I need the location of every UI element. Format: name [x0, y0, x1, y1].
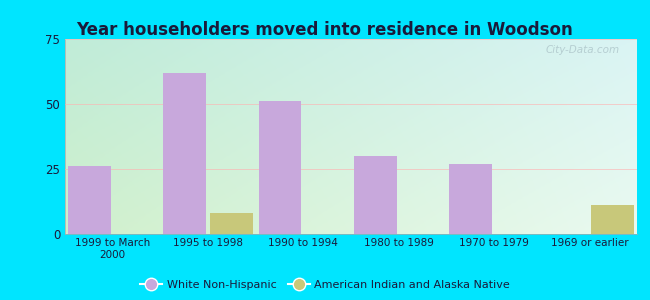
Bar [259, 101, 302, 234]
Bar [68, 167, 110, 234]
Text: Year householders moved into residence in Woodson: Year householders moved into residence i… [77, 21, 573, 39]
Legend: White Non-Hispanic, American Indian and Alaska Native: White Non-Hispanic, American Indian and … [136, 276, 514, 294]
Bar [163, 73, 206, 234]
Bar [354, 156, 396, 234]
Bar [449, 164, 492, 234]
Bar [210, 213, 253, 234]
Bar [592, 206, 634, 234]
Text: City-Data.com: City-Data.com [546, 45, 620, 55]
